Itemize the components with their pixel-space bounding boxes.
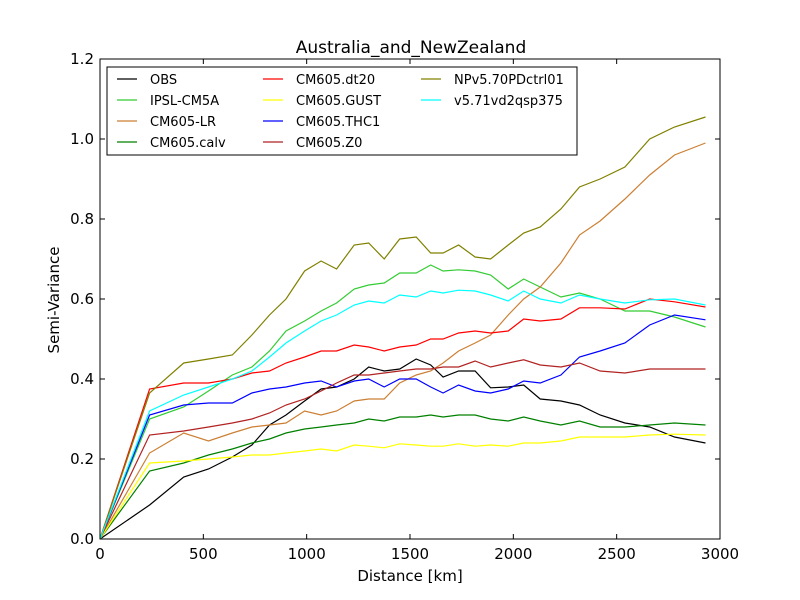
legend-label: IPSL-CM5A: [150, 94, 219, 109]
y-tick-label: 0.4: [70, 370, 94, 388]
x-tick-label: 1000: [288, 545, 326, 563]
series-line-4: [99, 298, 706, 540]
series-line-9: [99, 289, 706, 540]
series-line-2: [99, 142, 706, 540]
series-line-6: [99, 314, 706, 540]
legend-label: CM605.calv: [150, 136, 226, 151]
legend: OBS IPSL-CM5A CM605-LR CM605.calv CM605.dt20…: [106, 66, 578, 156]
series-line-1: [99, 264, 706, 540]
legend-label: CM605-LR: [150, 115, 216, 130]
x-tick-label: 0: [95, 545, 105, 563]
y-tick-label: 0.8: [70, 210, 94, 228]
legend-label: CM605.THC1: [296, 115, 380, 130]
x-tick-label: 3000: [701, 545, 739, 563]
legend-frame: [106, 66, 578, 156]
x-tick-label: 2500: [598, 545, 636, 563]
legend-label: CM605.dt20: [296, 73, 375, 88]
legend-label: CM605.Z0: [296, 136, 362, 151]
y-tick-label: 1.0: [70, 130, 94, 148]
x-tick-label: 500: [189, 545, 218, 563]
series-line-0: [99, 358, 706, 540]
legend-label: NPv5.70PDctrl01: [454, 73, 564, 88]
legend-label: v5.71vd2qsp375: [454, 94, 563, 109]
y-tick-label: 0.6: [70, 290, 94, 308]
y-axis-label: Semi-Variance: [45, 247, 63, 354]
series-line-3: [99, 414, 706, 540]
legend-label: OBS: [150, 73, 177, 88]
x-axis-label: Distance [km]: [357, 567, 462, 585]
legend-label: CM605.GUST: [296, 94, 381, 109]
chart-title: Australia_and_NewZealand: [296, 38, 527, 58]
y-tick-label: 1.2: [70, 50, 94, 68]
series-line-5: [99, 433, 706, 540]
series-line-7: [99, 359, 706, 540]
y-tick-label: 0.2: [70, 450, 94, 468]
series-line-8: [99, 116, 706, 540]
x-tick-label: 2000: [494, 545, 532, 563]
series-layer: [99, 116, 706, 540]
axis-ticks: 0 500 1000 1500 2000 2500 3000 0.0 0.2 0.4 0.6 0.8 1…: [70, 50, 739, 563]
x-tick-label: 1500: [391, 545, 429, 563]
y-tick-label: 0.0: [70, 530, 94, 548]
